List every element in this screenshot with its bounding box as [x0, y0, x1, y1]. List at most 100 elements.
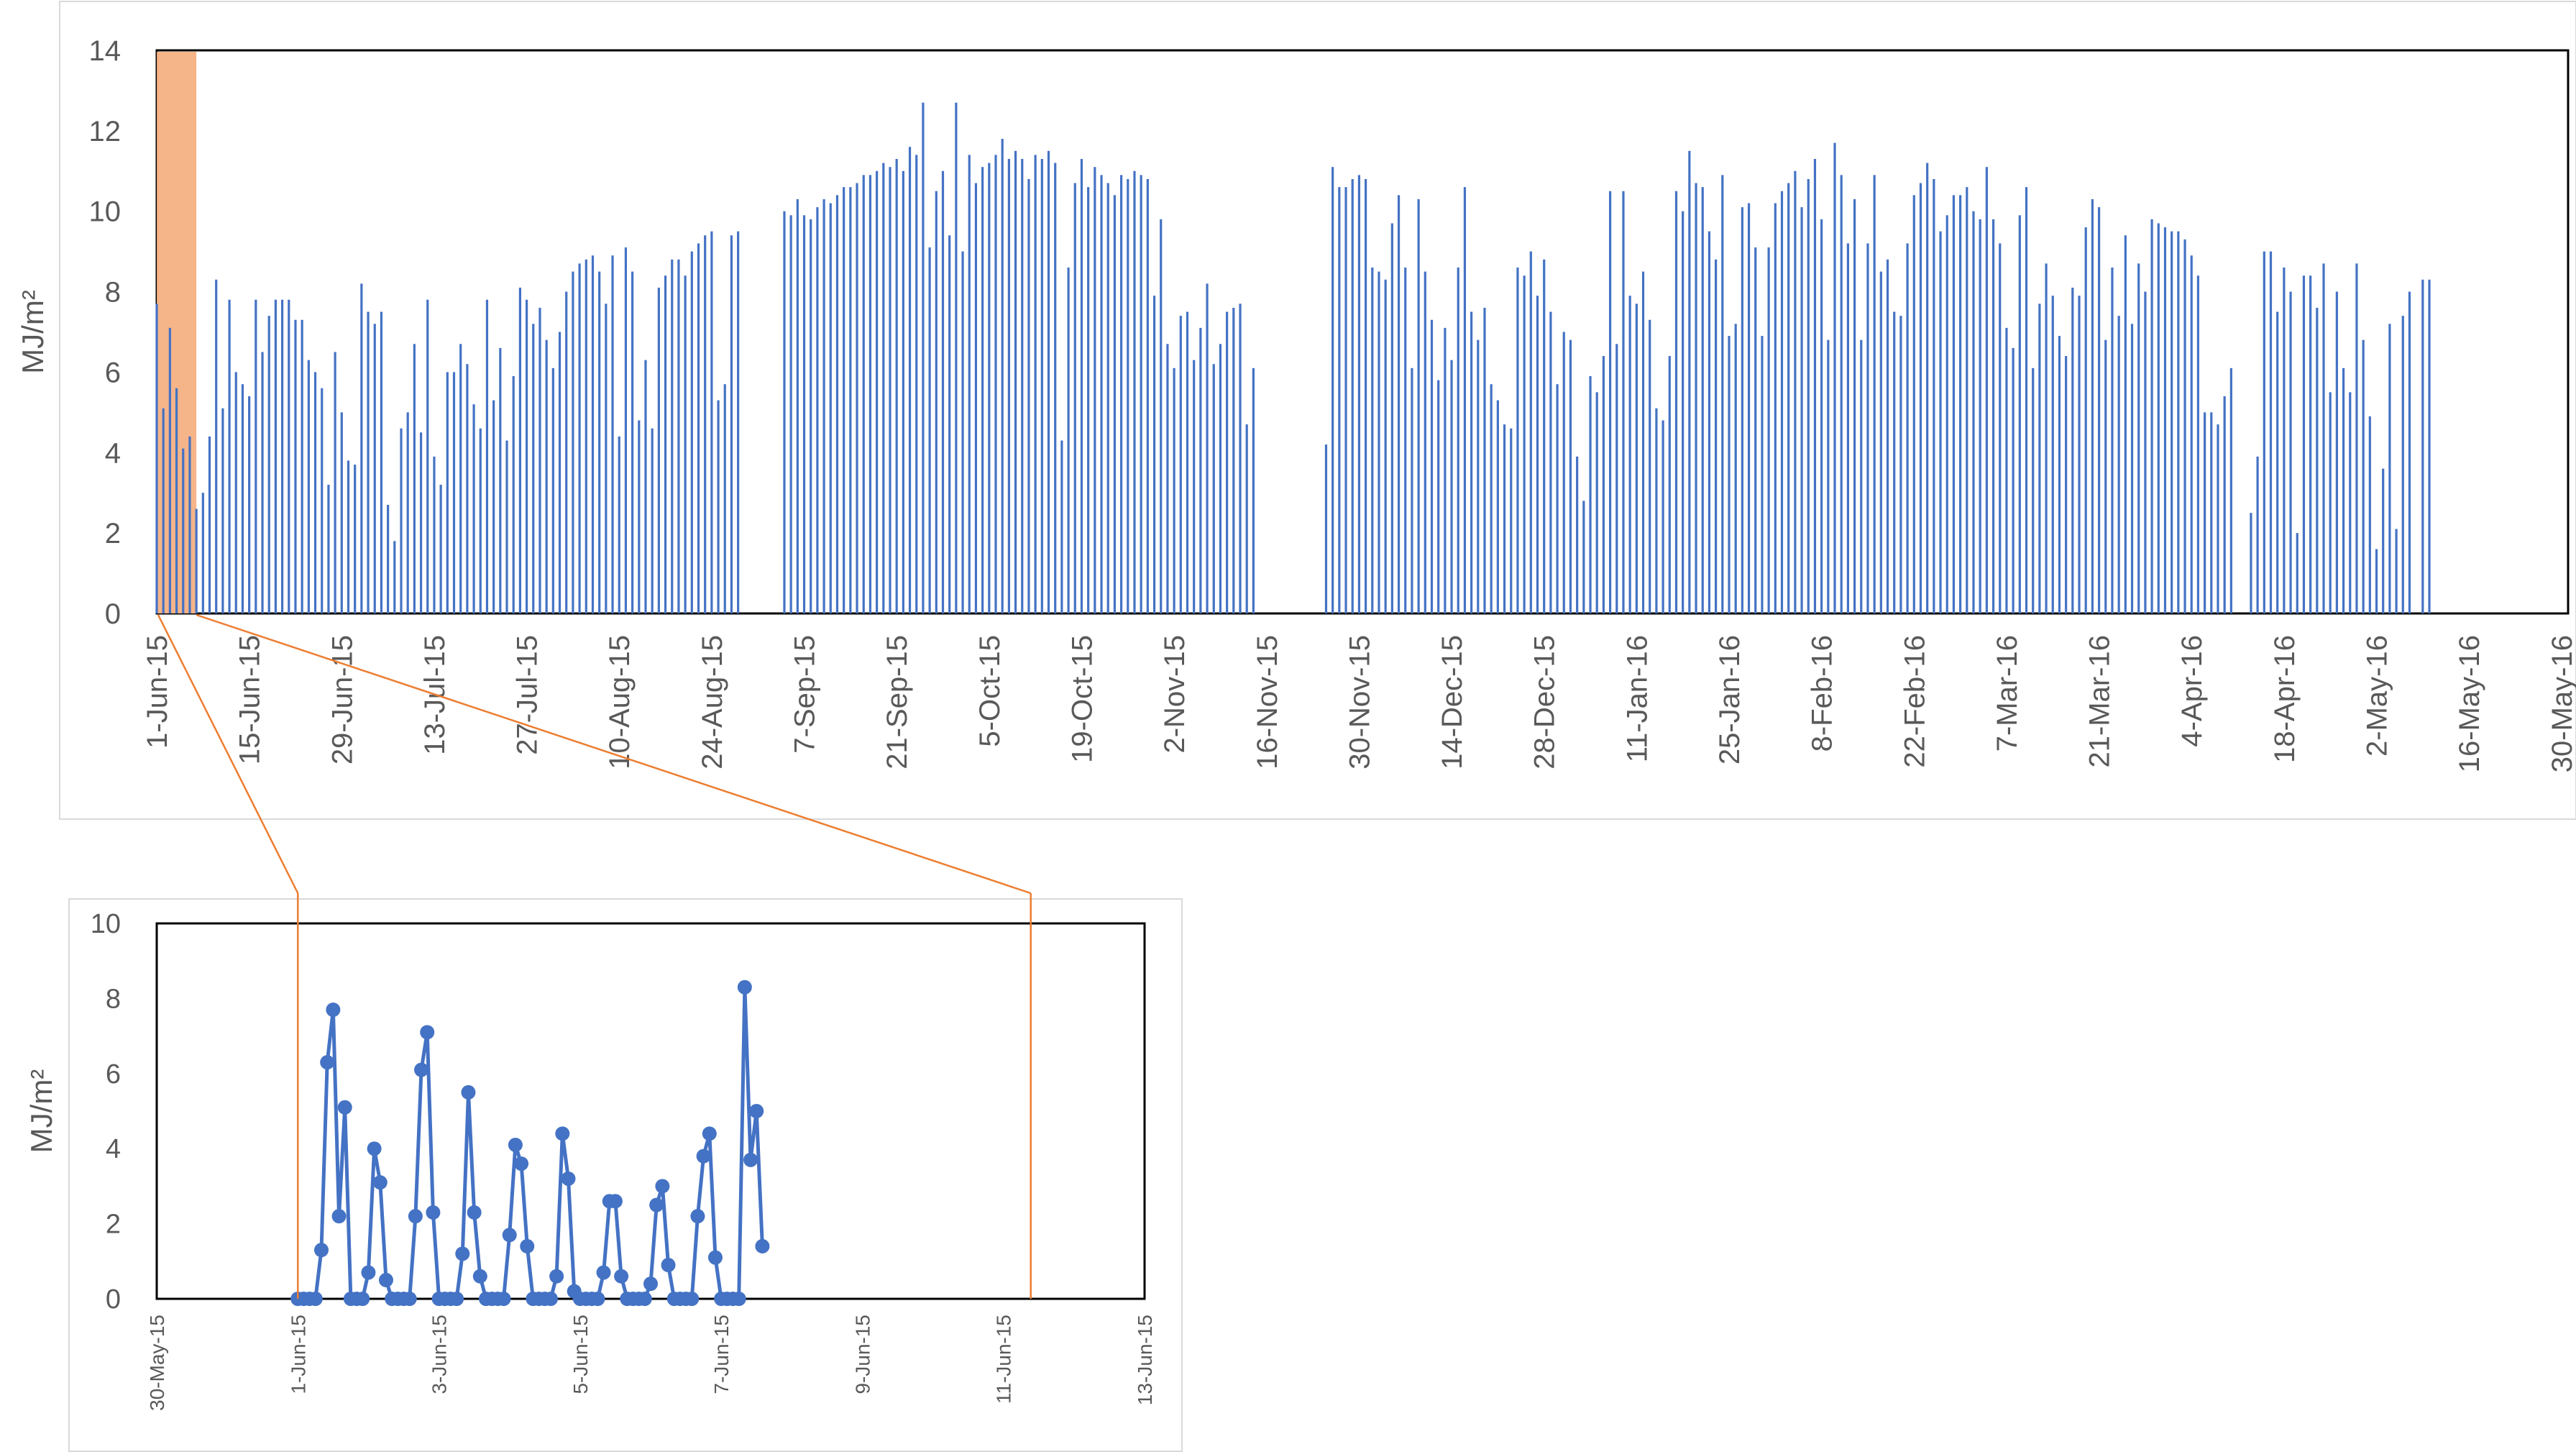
- daily-bar: [1827, 339, 1830, 613]
- daily-bar: [446, 372, 449, 613]
- daily-bar: [2263, 251, 2265, 613]
- daily-bar: [2335, 291, 2338, 613]
- daily-bar: [578, 263, 581, 613]
- hourly-point: [590, 1292, 605, 1306]
- daily-bar: [1853, 198, 1856, 614]
- daily-bar: [598, 271, 601, 613]
- connector-left-diagonal: [157, 614, 299, 894]
- daily-bar: [2177, 231, 2180, 613]
- main-x-tick-label: 21-Mar-16: [2084, 635, 2116, 768]
- main-x-tick-label: 22-Feb-16: [1899, 635, 1930, 768]
- daily-bar: [1364, 178, 1367, 613]
- daily-bar: [1040, 159, 1043, 613]
- daily-bar: [1608, 191, 1612, 613]
- daily-bar: [234, 372, 237, 613]
- daily-bar: [1140, 175, 1142, 614]
- inset-y-tick-label: 10: [91, 909, 121, 939]
- daily-bar: [1728, 336, 1731, 613]
- daily-bar: [2117, 316, 2120, 613]
- daily-bar: [228, 299, 231, 613]
- inset-x-tick-label: 5-Jun-15: [569, 1315, 592, 1394]
- daily-bar: [545, 339, 548, 613]
- daily-bar: [426, 299, 429, 613]
- daily-bar: [835, 195, 839, 613]
- daily-bar: [1146, 178, 1149, 613]
- daily-bar: [915, 155, 918, 613]
- daily-bar: [796, 198, 799, 614]
- daily-bar: [1173, 367, 1175, 613]
- daily-bar: [518, 287, 521, 613]
- daily-bar: [1503, 424, 1506, 613]
- daily-bar: [492, 400, 495, 613]
- daily-bar: [155, 303, 158, 613]
- daily-bar: [1470, 311, 1473, 613]
- daily-bar: [162, 408, 165, 613]
- daily-bar: [294, 319, 297, 613]
- daily-bar: [941, 170, 945, 614]
- daily-bar: [585, 259, 587, 613]
- inset-x-tick-label: 9-Jun-15: [851, 1315, 874, 1394]
- hourly-point: [649, 1197, 664, 1213]
- inset-x-tick-label: 3-Jun-15: [428, 1315, 451, 1394]
- daily-bar: [2250, 513, 2252, 613]
- daily-bar: [1152, 296, 1156, 613]
- inset-y-tick-label: 8: [106, 984, 121, 1014]
- hourly-point: [731, 1292, 746, 1306]
- daily-bar: [1767, 247, 1770, 613]
- daily-bar: [1972, 211, 1975, 613]
- daily-bar: [717, 400, 720, 613]
- daily-bar: [1450, 360, 1453, 613]
- daily-radiation-bar-chart: 0 2 4 6 8 10 12 14 MJ/m² 1-Jun-15 15-Jun-15 29-Jun-…: [16, 35, 2576, 772]
- daily-bar: [347, 460, 350, 613]
- daily-bar: [2382, 468, 2385, 613]
- hourly-point: [543, 1292, 558, 1306]
- daily-bar: [974, 183, 978, 614]
- daily-bar: [1067, 268, 1070, 613]
- daily-bar: [1060, 440, 1063, 613]
- daily-bar: [1417, 198, 1420, 614]
- daily-bar: [499, 347, 502, 613]
- daily-bar: [1833, 142, 1836, 613]
- daily-bar: [2190, 255, 2193, 613]
- main-y-tick-label: 8: [105, 277, 121, 309]
- daily-bar: [2421, 279, 2424, 613]
- daily-bar: [419, 432, 423, 613]
- daily-bar: [1073, 183, 1076, 614]
- daily-bar: [2065, 356, 2068, 613]
- daily-bar: [2349, 392, 2352, 613]
- daily-bar: [1193, 360, 1196, 613]
- daily-bar: [1701, 187, 1704, 614]
- main-x-tick-label: 16-May-16: [2454, 635, 2485, 772]
- daily-bar: [301, 319, 303, 613]
- inset-y-axis-label: MJ/m²: [24, 1069, 58, 1154]
- daily-bar: [1007, 159, 1010, 613]
- daily-bar: [1490, 384, 1493, 613]
- hourly-point: [749, 1104, 764, 1118]
- daily-bar: [2032, 367, 2035, 613]
- daily-bar: [241, 384, 244, 613]
- hourly-point: [508, 1137, 523, 1152]
- daily-bar: [856, 183, 858, 614]
- main-y-tick-label: 6: [105, 357, 121, 388]
- daily-bar: [1893, 311, 1896, 613]
- main-chart-frame: [59, 1, 2576, 820]
- daily-bar: [1536, 296, 1539, 613]
- daily-bar: [1846, 243, 1849, 613]
- daily-bar: [1457, 268, 1459, 613]
- inset-x-tick-label: 30-May-15: [146, 1315, 168, 1411]
- hourly-point: [502, 1228, 517, 1243]
- daily-bar: [1094, 167, 1096, 613]
- daily-bar: [1866, 243, 1869, 613]
- hourly-point: [690, 1209, 705, 1224]
- daily-bar: [1641, 271, 1645, 613]
- daily-bar: [1232, 307, 1235, 613]
- daily-bar: [2401, 316, 2404, 613]
- daily-bar: [1959, 195, 1962, 613]
- daily-bar: [1390, 223, 1393, 613]
- daily-bar: [1926, 163, 1929, 614]
- hourly-point: [420, 1025, 435, 1040]
- hourly-point: [402, 1292, 417, 1306]
- main-x-tick-label: 28-Dec-15: [1529, 635, 1561, 770]
- daily-bar: [1496, 400, 1499, 613]
- daily-bar: [1919, 183, 1922, 614]
